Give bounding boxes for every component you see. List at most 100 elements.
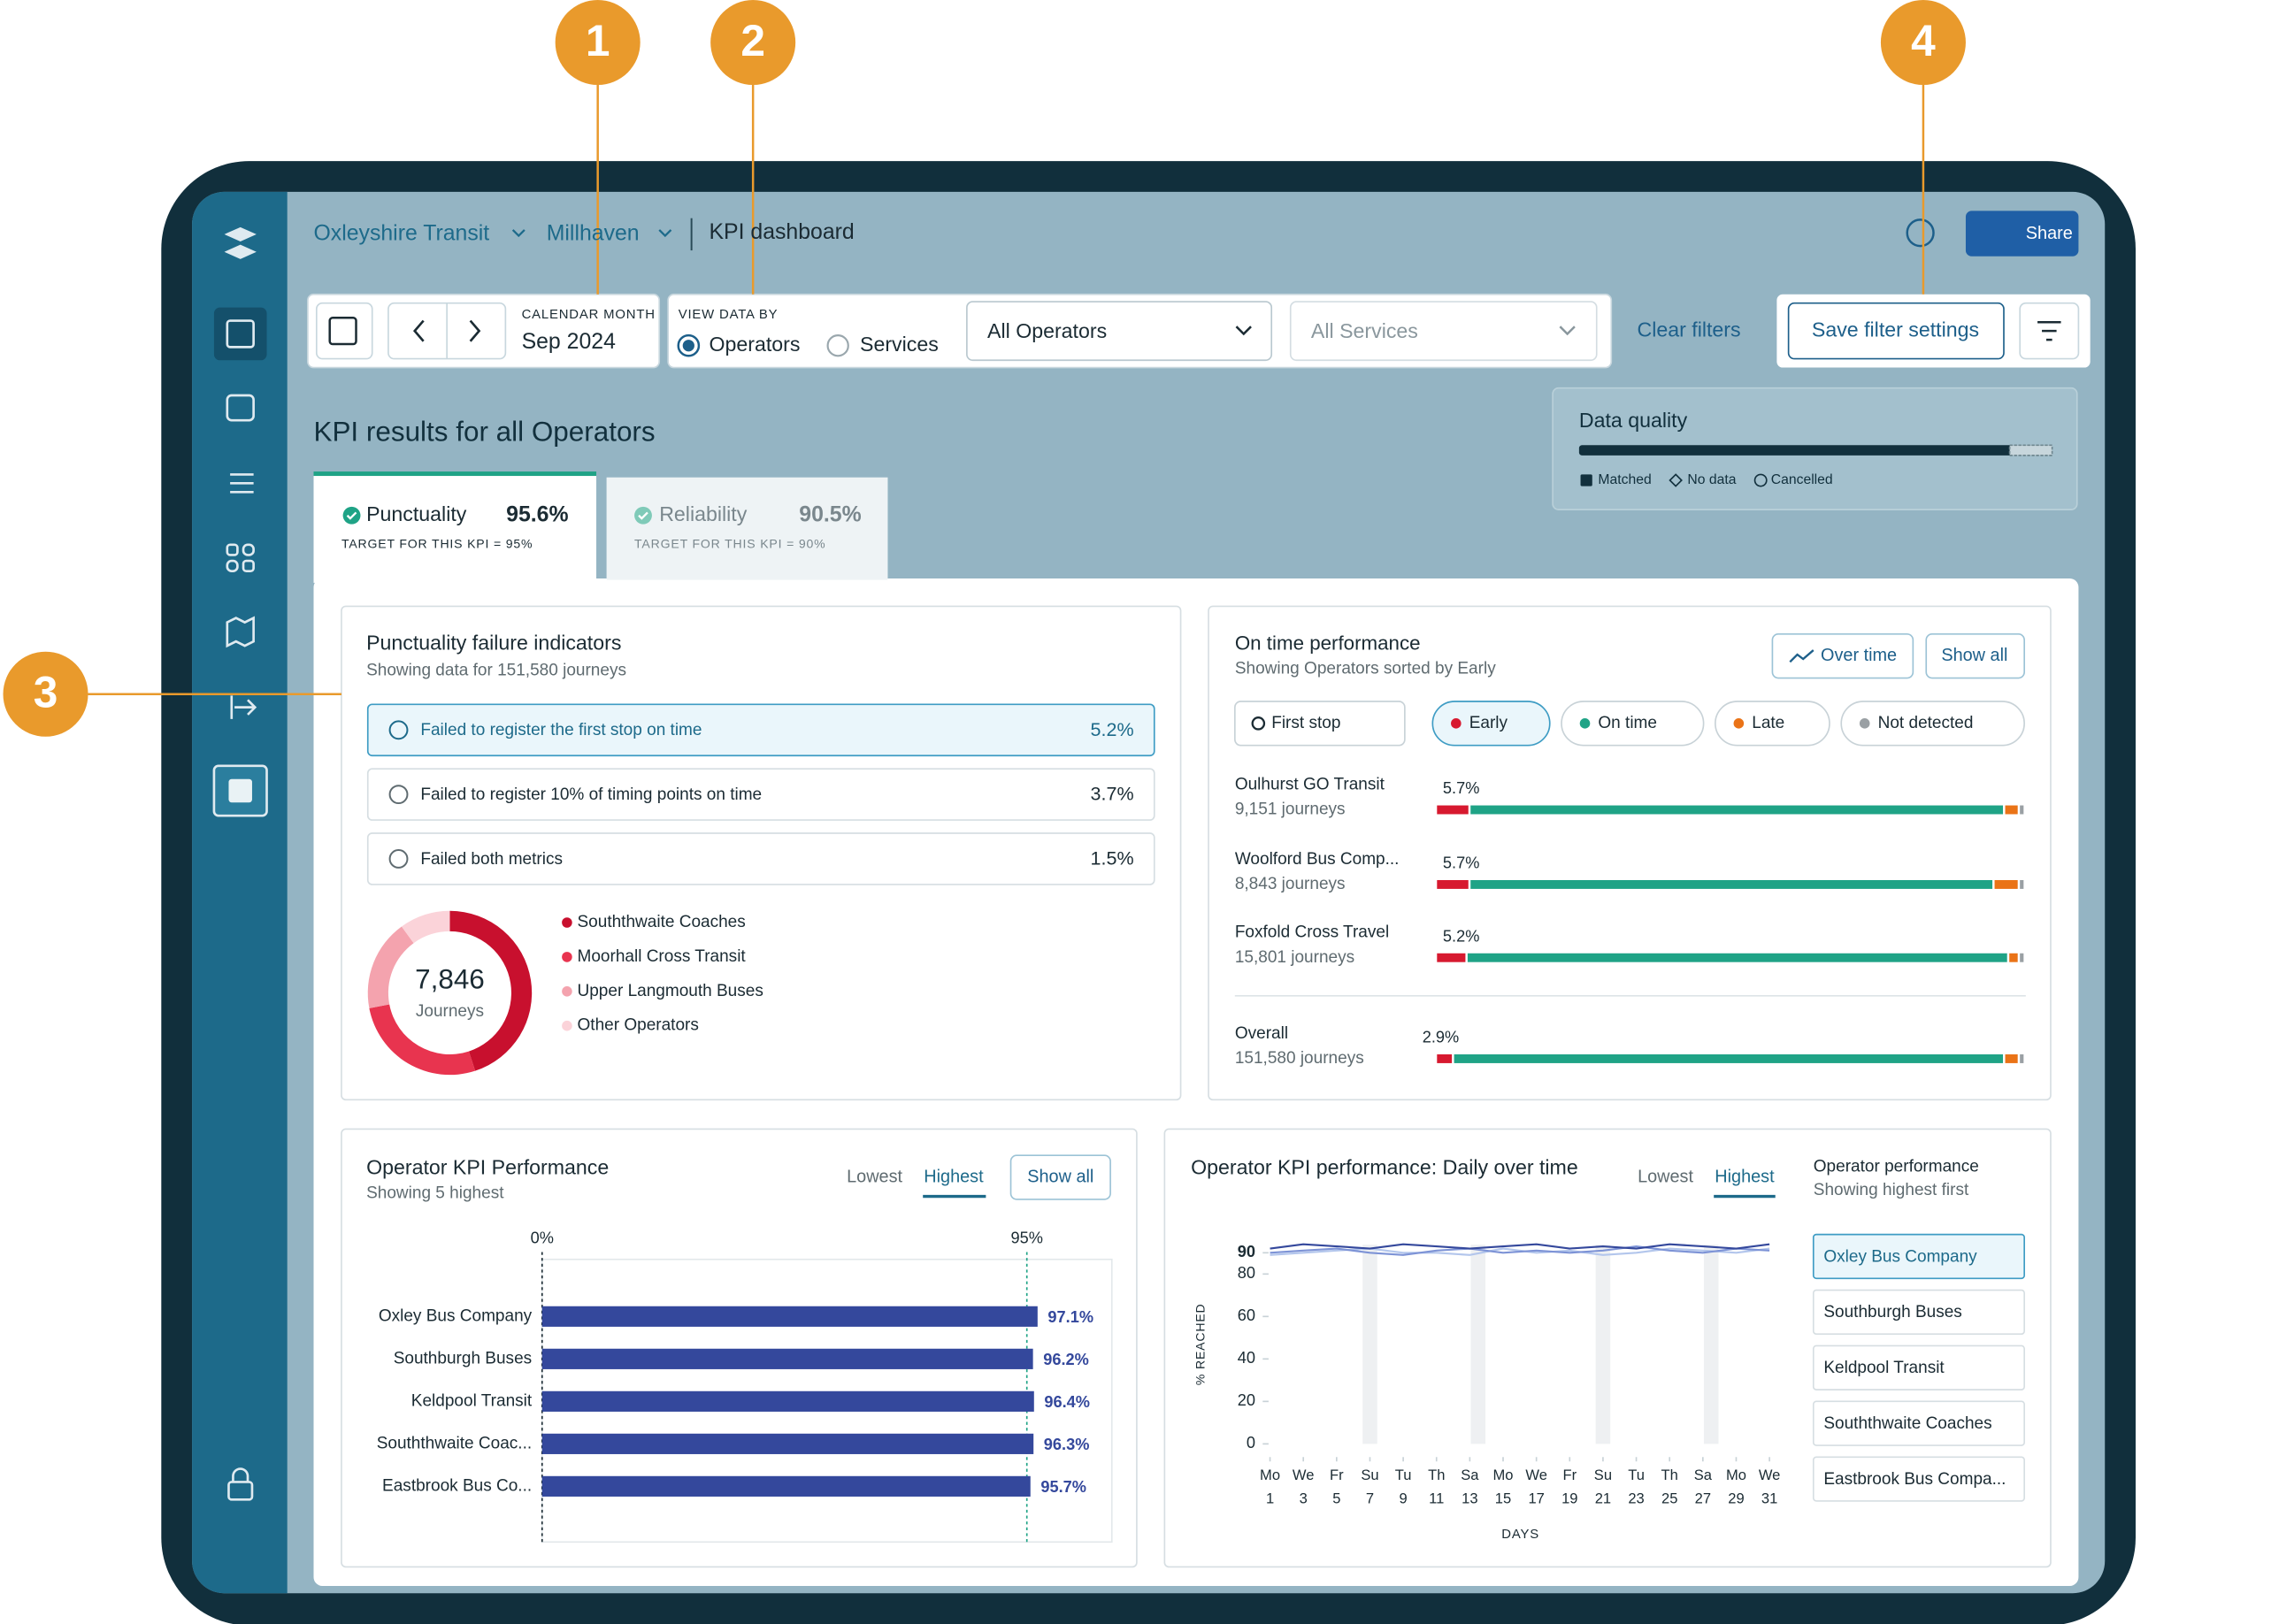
value-label: 96.2%	[1043, 1351, 1089, 1368]
tab-value: 95.6%	[506, 502, 568, 526]
operator-item[interactable]	[1812, 1289, 2025, 1336]
legend-label: Moorhall Cross Transit	[577, 947, 746, 966]
nav-dashboard[interactable]	[226, 319, 255, 349]
tab-punctuality[interactable]	[313, 474, 597, 583]
lock-icon[interactable]	[227, 1481, 254, 1501]
annotation-number: 2	[740, 16, 765, 65]
operator-item[interactable]	[1812, 1233, 2025, 1280]
operator-item-label[interactable]: Oxley Bus Company	[1823, 1247, 1977, 1266]
save-button[interactable]	[1787, 302, 2005, 360]
operator-item-label[interactable]: Southburgh Buses	[1823, 1303, 1961, 1321]
breadcrumb[interactable]: Millhaven	[547, 221, 640, 245]
card-title: Operator KPI performance: Daily over tim…	[1191, 1155, 1578, 1178]
operators-select[interactable]	[966, 301, 1273, 362]
x-tick-weekday: Fr	[1330, 1467, 1344, 1483]
chip-label[interactable]: On time	[1598, 714, 1657, 732]
button-label[interactable]: Show all	[1941, 646, 2007, 665]
weekend-band	[1595, 1245, 1611, 1444]
nav-map[interactable]	[226, 616, 255, 648]
card-subtitle: Showing data for 151,580 journeys	[366, 661, 626, 679]
toggle-option[interactable]: Highest	[924, 1167, 984, 1186]
x-tick-label: 1	[1266, 1490, 1274, 1507]
chip-dot	[1859, 718, 1870, 729]
page-title: KPI dashboard	[709, 220, 854, 244]
logo	[224, 226, 257, 259]
donut-segment	[369, 1004, 476, 1076]
stacked-segment	[1437, 805, 1469, 815]
clear-filters[interactable]: Clear filters	[1638, 318, 1741, 341]
early-label: 5.7%	[1443, 854, 1480, 872]
x-tick-label: 27	[1695, 1490, 1711, 1507]
card-title: Operator KPI Performance	[366, 1155, 609, 1178]
select-value[interactable]: All Operators	[987, 319, 1107, 342]
operator-item-label[interactable]: Souththwaite Coaches	[1823, 1414, 1991, 1433]
nav-vehicles[interactable]	[226, 394, 255, 422]
nav-apps[interactable]	[226, 543, 239, 556]
over-time-button[interactable]	[1771, 633, 1914, 679]
radio-label[interactable]: Operators	[709, 333, 800, 356]
y-tick-label: 90	[1238, 1243, 1255, 1260]
chip-label[interactable]: Early	[1469, 714, 1508, 732]
indicator-row[interactable]	[366, 768, 1155, 821]
axis-title: % REACHED	[1193, 1303, 1207, 1385]
share-button[interactable]	[1965, 211, 2079, 257]
button-label[interactable]: Over time	[1821, 646, 1897, 665]
chip-label[interactable]: Late	[1752, 714, 1784, 732]
help-icon[interactable]	[1906, 218, 1935, 248]
breadcrumb[interactable]: Oxleyshire Transit	[313, 221, 489, 245]
bar	[541, 1390, 1034, 1412]
x-tick-label: 9	[1400, 1490, 1408, 1507]
toggle-option[interactable]: Lowest	[847, 1167, 902, 1186]
share-label[interactable]: Share	[2026, 224, 2073, 243]
filter-chip[interactable]	[1234, 701, 1406, 747]
chip-label[interactable]: First stop	[1271, 714, 1340, 732]
save-label[interactable]: Save filter settings	[1812, 318, 1979, 341]
tab-reliability[interactable]	[606, 477, 888, 580]
operator-item-label[interactable]: Eastbrook Bus Compa...	[1823, 1470, 2006, 1489]
toggle-option[interactable]: Lowest	[1638, 1167, 1693, 1186]
card-title: On time performance	[1235, 632, 1421, 654]
indicator-row[interactable]	[366, 832, 1155, 885]
calendar-button[interactable]	[315, 302, 373, 360]
section-title: KPI results for all Operators	[313, 416, 655, 447]
operator-item[interactable]	[1812, 1344, 2025, 1390]
stacked-segment	[2009, 953, 2018, 962]
x-tick-weekday: Mo	[1493, 1467, 1514, 1483]
select-value[interactable]: All Services	[1311, 319, 1418, 342]
nav-active[interactable]	[213, 307, 267, 361]
x-tick-weekday: Mo	[1726, 1467, 1746, 1483]
stacked-segment	[1437, 879, 1469, 889]
journey-count: 15,801 journeys	[1235, 948, 1354, 967]
operator-item[interactable]	[1812, 1456, 2025, 1502]
radio-label[interactable]: Services	[860, 333, 939, 356]
value-label: 97.1%	[1047, 1308, 1093, 1326]
radio-operators[interactable]	[677, 333, 701, 357]
operator-name: Woolford Bus Comp...	[1235, 850, 1400, 869]
operator-name: Foxfold Cross Travel	[1235, 923, 1389, 942]
indicator-row[interactable]	[366, 703, 1155, 757]
nav-list[interactable]	[230, 473, 254, 494]
nav-exit[interactable]	[230, 695, 257, 719]
y-tick-label: 0	[1247, 1434, 1255, 1452]
annotation-number: 4	[1911, 16, 1936, 65]
list-title: Operator performance	[1814, 1158, 1979, 1176]
show-all-button[interactable]	[1009, 1154, 1111, 1200]
journey-count: 151,580 journeys	[1235, 1049, 1364, 1068]
tab-name[interactable]: Punctuality	[366, 502, 467, 525]
filter-chip[interactable]	[1840, 701, 2025, 747]
radio-services[interactable]	[826, 334, 849, 357]
filter-chip[interactable]	[1715, 701, 1830, 747]
x-tick-weekday: Sa	[1694, 1467, 1713, 1483]
tab-name[interactable]: Reliability	[659, 502, 748, 525]
filter-chip[interactable]	[1431, 701, 1551, 747]
operator-item-label[interactable]: Keldpool Transit	[1823, 1359, 1945, 1377]
filter-chip[interactable]	[1561, 701, 1705, 747]
operator-item[interactable]	[1812, 1400, 2025, 1446]
show-all-button[interactable]	[1925, 633, 2025, 679]
chip-label[interactable]: Not detected	[1878, 714, 1974, 732]
donut-segment	[367, 926, 414, 1008]
services-select[interactable]	[1289, 301, 1598, 362]
toggle-option[interactable]: Highest	[1715, 1167, 1775, 1186]
button-label[interactable]: Show all	[1027, 1167, 1093, 1186]
stacked-segment	[1437, 953, 1466, 962]
